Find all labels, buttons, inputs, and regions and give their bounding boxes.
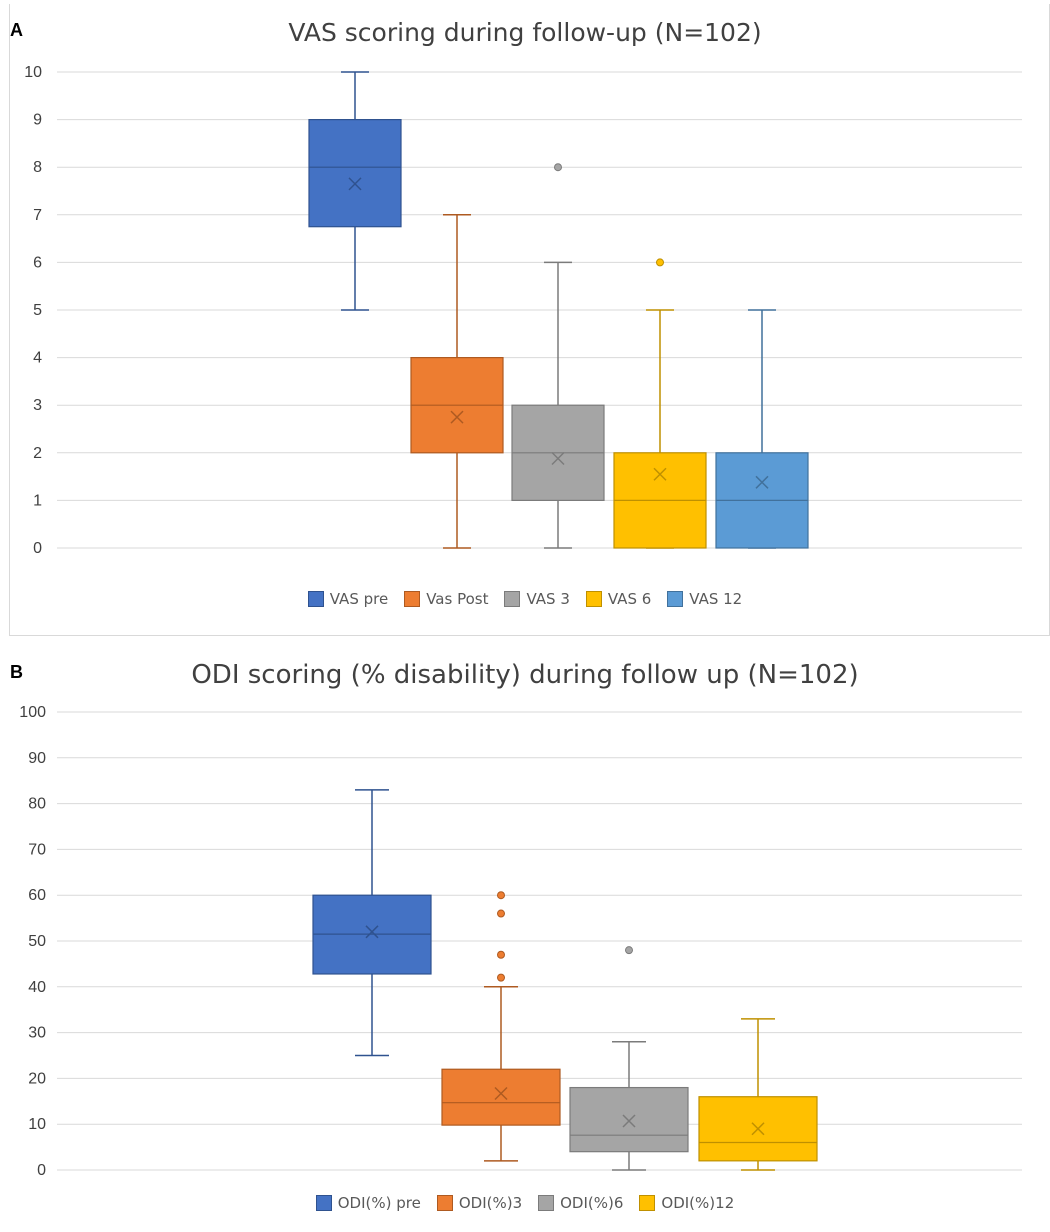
chart-a-y-tick-label: 8 [33,159,42,176]
chart-b-box-4 [698,1018,818,1171]
chart-a-box-1 [308,71,402,311]
chart-a-title: VAS scoring during follow-up (N=102) [288,18,762,47]
legend-label: VAS pre [329,590,389,608]
chart-b-title: ODI scoring (% disability) during follow… [191,660,859,690]
chart-a-y-tick-label: 6 [33,254,42,271]
legend-swatch [315,1195,332,1211]
chart-a-mean-marker [755,475,769,489]
chart-a-mean-marker [348,177,362,191]
chart-a-y-tick-label: 10 [24,64,42,81]
chart-b-box-2 [441,891,561,1162]
chart-a-y-tick-label: 2 [33,445,42,462]
chart-a-iqr-box [308,118,402,228]
chart-b-y-tick-label: 30 [28,1025,46,1042]
chart-b-y-tick-label: 10 [28,1116,46,1133]
chart-a-y-tick-label: 3 [33,397,42,414]
legend-swatch [585,591,602,607]
legend-swatch [667,591,684,607]
legend-swatch [538,1195,555,1211]
legend-label: VAS 3 [526,590,570,608]
chart-b-outlier-point [497,950,505,959]
legend-swatch [404,591,421,607]
legend-label: Vas Post [426,590,489,608]
legend-item: Vas Post [404,590,488,608]
chart-a-mean-marker [551,451,565,466]
chart-b-box-3 [569,946,689,1171]
legend-item: VAS 3 [504,590,570,608]
chart-b-box-1 [312,789,432,1057]
legend-label: ODI(%)12 [661,1194,735,1212]
chart-a-mean-marker [450,410,464,424]
chart-b-legend: ODI(%) pre ODI(%)3 ODI(%)6 ODI(%)12 [0,1194,1050,1212]
panel-b: B ODI scoring (% disability) during foll… [0,640,1050,1232]
legend-item: ODI(%)3 [436,1194,523,1212]
chart-a-mean-marker [653,467,667,481]
chart-b-y-tick-label: 100 [19,704,46,721]
legend-swatch [504,591,521,607]
panel-a: A VAS scoring during follow-up (N=102) 0… [0,4,1050,636]
chart-b-y-tick-label: 50 [28,933,46,950]
chart-a-box-4 [613,258,707,549]
chart-b-iqr-box [441,1068,561,1126]
chart-b-y-tick-label: 0 [37,1162,46,1179]
chart-b-mean-marker [365,925,379,939]
chart-a-y-tick-label: 9 [33,112,42,129]
legend-swatch [639,1195,656,1211]
chart-b-y-tick-label: 20 [28,1070,46,1087]
chart-a-plot: 0 1 2 3 4 5 6 7 8 9 10 [24,64,1022,557]
legend-label: VAS 12 [689,590,743,608]
legend-label: ODI(%)6 [560,1194,624,1212]
chart-a-outlier-point [656,258,664,267]
legend-item: ODI(%) pre [315,1194,421,1212]
chart-a-box-2 [410,214,504,549]
chart-a-box-3 [511,163,605,549]
chart-b-y-tick-label: 40 [28,979,46,996]
legend-item: VAS pre [307,590,389,608]
chart-b-plot: 0 10 20 30 40 50 60 70 80 90 100 [19,704,1022,1179]
chart-a-box-5 [715,309,809,549]
chart-b-y-tick-label: 70 [28,841,46,858]
chart-b-outlier-point [497,973,505,982]
chart-b-outlier-point [497,909,505,918]
chart-b-y-tick-label: 90 [28,750,46,767]
chart-b-outlier-point [497,891,505,900]
chart-b-y-tick-label: 60 [28,887,46,904]
legend-item: VAS 6 [585,590,652,608]
legend-label: ODI(%) pre [337,1194,421,1212]
chart-a-outlier-point [554,163,562,172]
chart-b-mean-marker [494,1086,508,1101]
chart-a-y-tick-label: 1 [33,492,42,509]
chart-a-legend: VAS pre Vas Post VAS 3 VAS 6 VAS 12 [0,590,1050,608]
legend-label: ODI(%)3 [458,1194,523,1212]
panel-b-letter: B [10,662,23,682]
chart-b-iqr-box [569,1086,689,1153]
legend-swatch [307,591,324,607]
chart-a-y-tick-label: 5 [33,302,42,319]
chart-a-y-tick-label: 0 [33,540,42,557]
chart-a-y-tick-label: 4 [33,350,42,367]
legend-item: ODI(%)6 [538,1194,623,1212]
legend-item: VAS 12 [667,590,742,608]
panel-a-letter: A [10,20,23,40]
chart-a-y-tick-label: 7 [33,207,42,224]
chart-b-outlier-point [625,946,633,955]
legend-label: VAS 6 [607,590,652,608]
chart-b-y-tick-label: 80 [28,796,46,813]
legend-item: ODI(%)12 [639,1194,734,1212]
chart-b-mean-marker [751,1122,765,1136]
chart-b-mean-marker [622,1114,636,1128]
legend-swatch [436,1195,453,1211]
